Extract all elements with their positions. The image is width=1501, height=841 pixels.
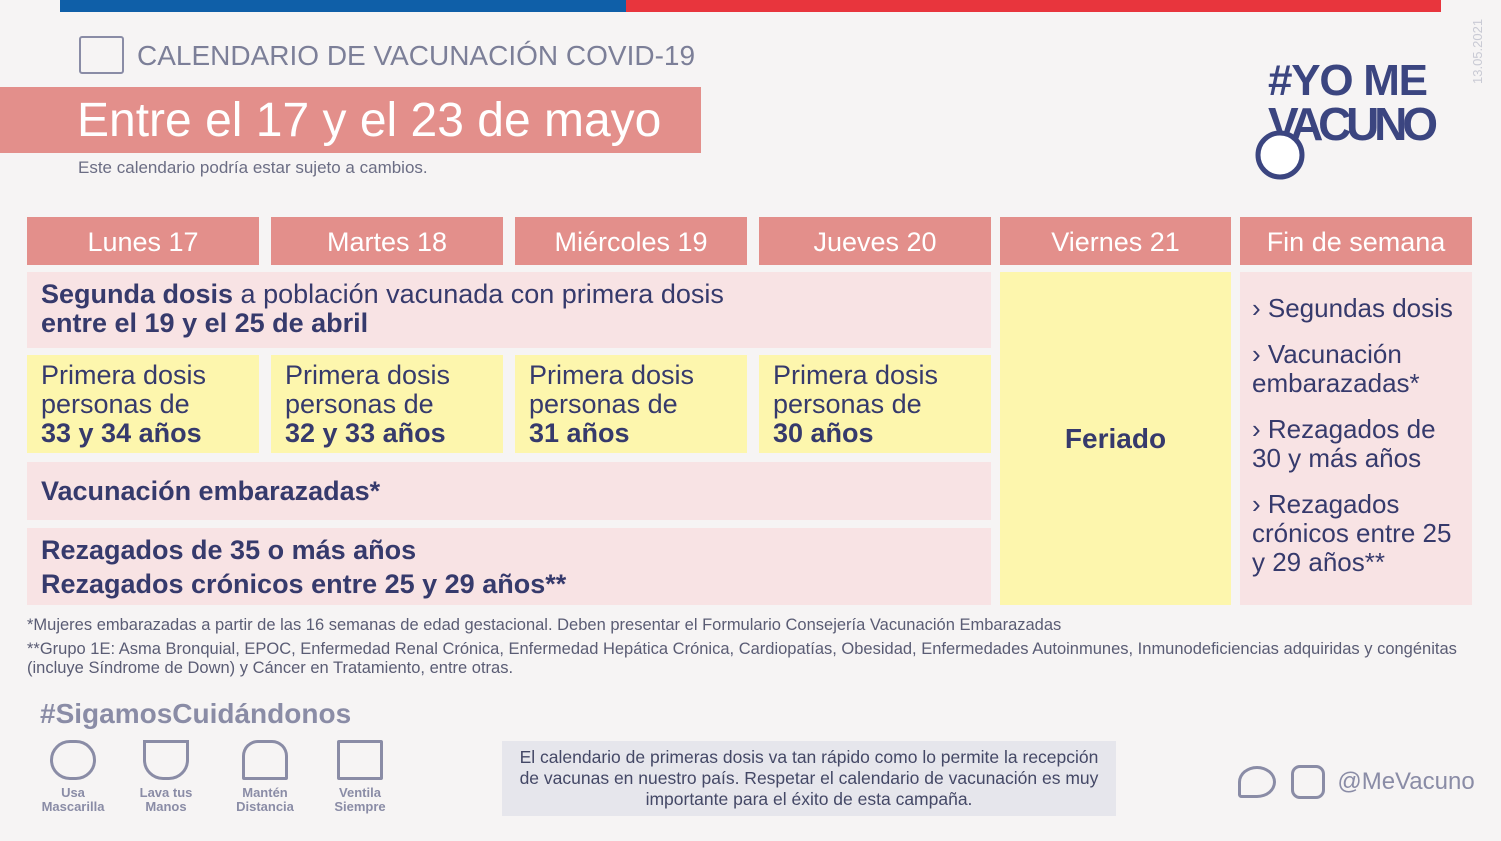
date: 13.05.2021 bbox=[1470, 18, 1485, 84]
lagging-row: Rezagados de 35 o más años Rezagados crón… bbox=[27, 528, 991, 605]
info-message: El calendario de primeras dosis va tan r… bbox=[502, 741, 1116, 816]
day-header-tuesday: Martes 18 bbox=[271, 217, 503, 265]
tip-label: Mantén bbox=[242, 785, 288, 800]
flag-bar-blue bbox=[60, 0, 626, 12]
first-dose-monday: Primera dosis personas de 33 y 34 años bbox=[27, 355, 259, 453]
weekend-cell: › Segundas dosis › Vacunación embarazada… bbox=[1240, 272, 1472, 605]
footnote-pregnant: *Mujeres embarazadas a partir de las 16 … bbox=[27, 616, 1062, 634]
disclaimer: Este calendario podría estar sujeto a ca… bbox=[78, 158, 428, 177]
social-handles: @MeVacuno bbox=[1238, 765, 1475, 799]
second-dose-text: a población vacunada con primera dosis bbox=[233, 279, 724, 309]
first-dose-ages: 32 y 33 años bbox=[285, 418, 446, 448]
tip-mask: Usa Mascarilla bbox=[33, 740, 113, 814]
first-dose-label: Primera dosis bbox=[41, 360, 207, 390]
distance-icon bbox=[242, 740, 288, 780]
window-icon bbox=[337, 740, 383, 780]
weekend-item: › Rezagados crónicos entre 25 y 29 años*… bbox=[1252, 489, 1452, 577]
tip-wash: Lava tus Manos bbox=[126, 740, 206, 814]
yo-me-vacuno-logo: #YO ME VACUNO bbox=[1255, 56, 1438, 180]
first-dose-label: Primera dosis bbox=[773, 360, 939, 390]
weekend-item: › Vacunación embarazadas* bbox=[1252, 339, 1420, 398]
first-dose-people: personas de bbox=[41, 389, 190, 419]
first-dose-people: personas de bbox=[773, 389, 922, 419]
title-banner: Entre el 17 y el 23 de mayo bbox=[0, 87, 701, 153]
hashtag: #SigamosCuidándonos bbox=[40, 698, 352, 729]
first-dose-ages: 31 años bbox=[529, 418, 630, 448]
hand-wash-icon bbox=[143, 740, 189, 780]
flag-bar-red bbox=[626, 0, 1441, 12]
tip-label: Mascarilla bbox=[41, 799, 105, 814]
calendar-icon bbox=[79, 36, 124, 74]
pregnant-row: Vacunación embarazadas* bbox=[27, 462, 991, 520]
first-dose-tuesday: Primera dosis personas de 32 y 33 años bbox=[271, 355, 503, 453]
second-dose-row: Segunda dosis a población vacunada con p… bbox=[27, 272, 991, 348]
holiday-cell: Feriado bbox=[1000, 272, 1231, 605]
first-dose-label: Primera dosis bbox=[285, 360, 451, 390]
second-dose-bold: Segunda dosis bbox=[41, 279, 234, 309]
instagram-icon[interactable] bbox=[1290, 765, 1325, 799]
subtitle: CALENDARIO DE VACUNACIÓN COVID-19 bbox=[137, 40, 696, 71]
lagging-chronic-text: Rezagados crónicos entre 25 y 29 años** bbox=[41, 569, 567, 599]
first-dose-ages: 33 y 34 años bbox=[41, 418, 202, 448]
tip-label: Distancia bbox=[236, 799, 294, 814]
first-dose-label: Primera dosis bbox=[529, 360, 695, 390]
tip-label: Ventila bbox=[339, 785, 381, 800]
svg-text:#YO ME: #YO ME bbox=[1268, 56, 1428, 105]
second-dose-dates: entre el 19 y el 25 de abril bbox=[41, 308, 369, 338]
weekend-item: › Segundas dosis bbox=[1252, 293, 1453, 323]
first-dose-people: personas de bbox=[285, 389, 434, 419]
first-dose-ages: 30 años bbox=[773, 418, 874, 448]
social-handle[interactable]: @MeVacuno bbox=[1337, 768, 1475, 795]
tip-label: Manos bbox=[145, 799, 187, 814]
day-header-weekend: Fin de semana bbox=[1240, 217, 1472, 265]
page-title: Entre el 17 y el 23 de mayo bbox=[77, 94, 662, 147]
footnote-group: **Grupo 1E: Asma Bronquial, EPOC, Enferm… bbox=[27, 640, 1457, 677]
pregnant-text: Vacunación embarazadas* bbox=[41, 476, 381, 506]
day-header-wednesday: Miércoles 19 bbox=[515, 217, 747, 265]
twitter-icon[interactable] bbox=[1238, 766, 1276, 798]
tip-distance: Mantén Distancia bbox=[225, 740, 305, 814]
tip-label: Usa bbox=[61, 785, 85, 800]
day-header-monday: Lunes 17 bbox=[27, 217, 259, 265]
mask-icon bbox=[50, 740, 96, 780]
tip-label: Lava tus bbox=[139, 785, 193, 800]
weekend-item: › Rezagados de 30 y más años bbox=[1252, 414, 1436, 473]
day-header-friday: Viernes 21 bbox=[1000, 217, 1231, 265]
first-dose-thursday: Primera dosis personas de 30 años bbox=[759, 355, 991, 453]
tip-ventilate: Ventila Siempre bbox=[320, 740, 400, 814]
lagging-35-text: Rezagados de 35 o más años bbox=[41, 535, 417, 565]
first-dose-wednesday: Primera dosis personas de 31 años bbox=[515, 355, 747, 453]
first-dose-people: personas de bbox=[529, 389, 678, 419]
day-header-thursday: Jueves 20 bbox=[759, 217, 991, 265]
tip-label: Siempre bbox=[334, 799, 386, 814]
